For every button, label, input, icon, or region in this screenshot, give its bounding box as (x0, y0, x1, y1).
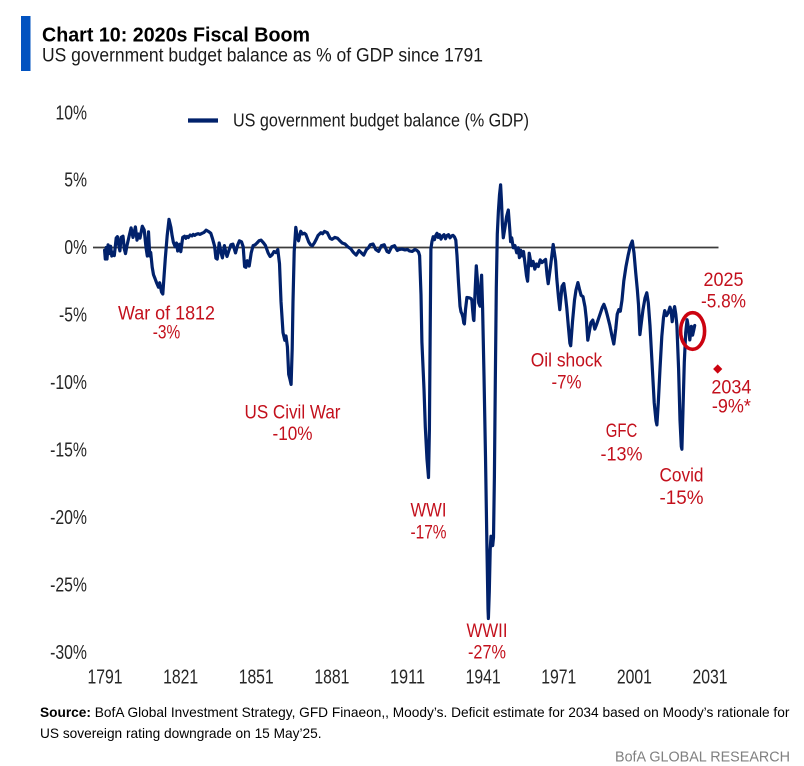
svg-text:1941: 1941 (466, 666, 501, 688)
svg-text:-10%: -10% (273, 424, 313, 445)
svg-text:Oil shock: Oil shock (531, 351, 603, 372)
svg-text:-25%: -25% (50, 574, 87, 596)
svg-text:5%: 5% (64, 170, 87, 192)
svg-text:WWI: WWI (411, 501, 447, 522)
svg-text:-27%: -27% (468, 643, 506, 664)
svg-text:-10%: -10% (50, 372, 87, 394)
svg-text:-20%: -20% (50, 507, 87, 529)
svg-text:10%: 10% (56, 102, 88, 124)
svg-text:1911: 1911 (390, 666, 425, 688)
svg-text:2031: 2031 (693, 666, 728, 688)
svg-text:-7%: -7% (552, 373, 582, 394)
svg-text:-9%*: -9%* (712, 397, 752, 418)
svg-text:0%: 0% (64, 237, 87, 259)
svg-text:WWII: WWII (467, 621, 508, 642)
svg-text:US sovereign rating downgrade: US sovereign rating downgrade on 15 May’… (40, 726, 322, 741)
svg-text:Source: BofA Global Investment: Source: BofA Global Investment Strategy,… (40, 705, 790, 720)
svg-text:US Civil War: US Civil War (245, 403, 342, 424)
svg-text:BofA GLOBAL RESEARCH: BofA GLOBAL RESEARCH (615, 749, 790, 766)
svg-text:-3%: -3% (153, 323, 181, 344)
svg-text:US government budget balance (: US government budget balance (% GDP) (233, 110, 529, 131)
svg-text:War of 1812: War of 1812 (118, 304, 215, 325)
svg-text:Covid: Covid (660, 466, 704, 487)
svg-text:2001: 2001 (617, 666, 652, 688)
svg-text:-13%: -13% (601, 445, 643, 466)
svg-text:2025: 2025 (704, 270, 744, 291)
svg-text:2034: 2034 (711, 377, 751, 398)
svg-text:1881: 1881 (314, 666, 349, 688)
svg-text:-15%: -15% (660, 488, 704, 509)
svg-text:Chart 10: 2020s Fiscal Boom: Chart 10: 2020s Fiscal Boom (42, 25, 310, 47)
svg-text:1851: 1851 (239, 666, 274, 688)
svg-text:-15%: -15% (50, 440, 87, 462)
svg-text:-30%: -30% (50, 642, 87, 664)
svg-text:GFC: GFC (606, 421, 638, 442)
svg-text:-5.8%: -5.8% (701, 292, 746, 313)
svg-text:1791: 1791 (88, 666, 123, 688)
svg-text:1821: 1821 (163, 666, 198, 688)
svg-text:-5%: -5% (59, 305, 87, 327)
svg-text:1971: 1971 (541, 666, 576, 688)
svg-text:-17%: -17% (411, 523, 447, 544)
svg-text:US government budget balance a: US government budget balance as % of GDP… (42, 46, 483, 67)
